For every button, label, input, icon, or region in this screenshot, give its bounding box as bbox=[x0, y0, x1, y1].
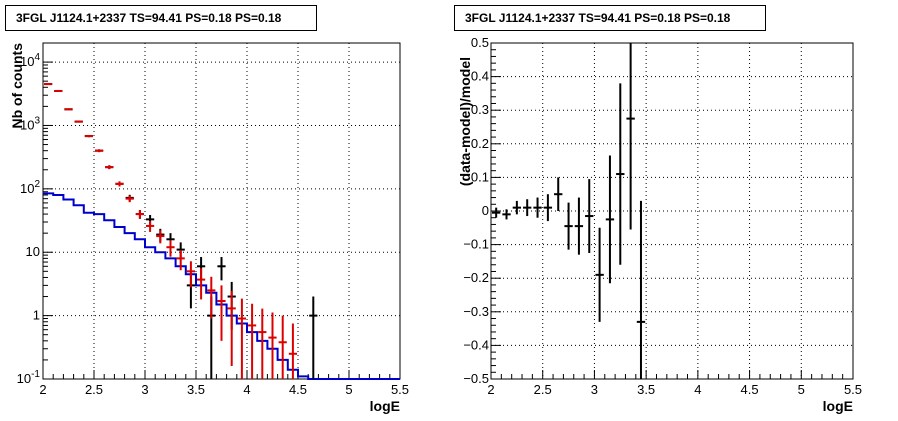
x-tick-label: 2.5 bbox=[534, 382, 552, 397]
residuals-panel: 2 2.5 3 3.5 4 4.5 5 5.5 −0.5 −0.4 −0.3 −0.2 −0.1 0 0.1… bbox=[457, 35, 862, 414]
model-point bbox=[156, 230, 165, 244]
x-tick-label: 3 bbox=[141, 382, 148, 397]
residual-point bbox=[512, 200, 522, 215]
x-tick-label: 3 bbox=[591, 382, 598, 397]
residual-point bbox=[533, 197, 542, 218]
counts-spectrum-panel: 2 2.5 3 3.5 4 4.5 5 5.5 10-1 1 10 102 103 104 logE Nb o… bbox=[9, 42, 409, 414]
data-point bbox=[217, 257, 226, 281]
model-point bbox=[125, 195, 134, 203]
model-point bbox=[186, 261, 195, 288]
right-plot-title: 3FGL J1124.1+2337 TS=94.41 PS=0.18 PS=0.… bbox=[454, 5, 766, 31]
residual-point bbox=[523, 199, 532, 217]
residual-point bbox=[595, 227, 604, 322]
y-tick-label: 102 bbox=[20, 179, 40, 196]
y-tick-label: 0.1 bbox=[471, 169, 489, 184]
x-tick-label: 2 bbox=[39, 382, 46, 397]
residual-point bbox=[585, 179, 594, 253]
model-point bbox=[84, 135, 93, 138]
y-tick-label: 0.5 bbox=[471, 35, 489, 50]
y-tick-label: 10 bbox=[26, 244, 40, 259]
x-tick-label: 4.5 bbox=[741, 382, 759, 397]
model-point bbox=[207, 276, 216, 319]
left-plot-title: 3FGL J1124.1+2337 TS=94.41 PS=0.18 PS=0.… bbox=[5, 5, 317, 31]
y-tick-label: 0.2 bbox=[471, 136, 489, 151]
model-point bbox=[227, 291, 236, 367]
model-point bbox=[166, 240, 175, 257]
x-tick-label: 5 bbox=[345, 382, 352, 397]
model-point bbox=[176, 250, 185, 271]
y-tick-label: 0.4 bbox=[471, 69, 489, 84]
y-axis-title: Nb of counts bbox=[9, 43, 25, 129]
data-point bbox=[309, 296, 318, 379]
y-tick-label: 1 bbox=[33, 308, 40, 323]
x-tick-label: 4 bbox=[243, 382, 250, 397]
model-point bbox=[258, 308, 267, 379]
y-tick-label: 10-1 bbox=[17, 369, 41, 386]
model-point bbox=[146, 220, 155, 232]
x-tick-label: 4.5 bbox=[289, 382, 307, 397]
plot-frame bbox=[42, 42, 401, 380]
y-tick-label: −0.2 bbox=[463, 270, 489, 285]
x-tick-label: 4 bbox=[694, 382, 701, 397]
y-tick-label: 0.3 bbox=[471, 102, 489, 117]
x-tick-label: 3.5 bbox=[187, 382, 205, 397]
y-tick-label: −0.1 bbox=[463, 237, 489, 252]
x-tick-label: 5.5 bbox=[391, 382, 409, 397]
model-point bbox=[288, 323, 297, 379]
model-point bbox=[54, 89, 63, 92]
residual-point bbox=[554, 177, 563, 211]
residual-point bbox=[564, 202, 573, 250]
x-axis-title: logE bbox=[823, 398, 853, 414]
model-point bbox=[44, 83, 53, 86]
x-tick-label: 5 bbox=[798, 382, 805, 397]
residual-point bbox=[605, 155, 615, 284]
residual-point bbox=[543, 194, 553, 222]
model-point bbox=[278, 315, 287, 379]
y-tick-label: 0 bbox=[482, 203, 489, 218]
model-point bbox=[74, 120, 83, 123]
residual-point bbox=[616, 83, 625, 265]
model-point bbox=[135, 210, 144, 219]
model-point bbox=[105, 165, 114, 170]
y-tick-label: −0.4 bbox=[463, 337, 489, 352]
model-point bbox=[95, 149, 104, 153]
y-tick-label: −0.5 bbox=[463, 371, 489, 386]
model-point bbox=[217, 285, 226, 341]
model-point bbox=[197, 268, 206, 300]
x-axis-title: logE bbox=[370, 398, 400, 414]
model-point bbox=[64, 108, 73, 111]
residual-point bbox=[626, 43, 635, 230]
y-tick-label: 104 bbox=[20, 52, 40, 69]
x-tick-label: 5.5 bbox=[844, 382, 862, 397]
model-point bbox=[115, 181, 124, 187]
x-tick-label: 2 bbox=[487, 382, 494, 397]
residual-point bbox=[636, 200, 646, 379]
model-point bbox=[237, 298, 246, 379]
residual-point bbox=[492, 207, 501, 218]
y-axis-title: (data-model)/model bbox=[457, 57, 473, 186]
model-point bbox=[268, 312, 277, 379]
residual-point bbox=[574, 197, 584, 255]
y-tick-label: −0.3 bbox=[463, 304, 489, 319]
y-tick-label: 103 bbox=[20, 115, 40, 132]
residual-point bbox=[502, 209, 511, 220]
model-point bbox=[248, 303, 257, 379]
x-tick-label: 2.5 bbox=[85, 382, 103, 397]
x-tick-label: 3.5 bbox=[637, 382, 655, 397]
